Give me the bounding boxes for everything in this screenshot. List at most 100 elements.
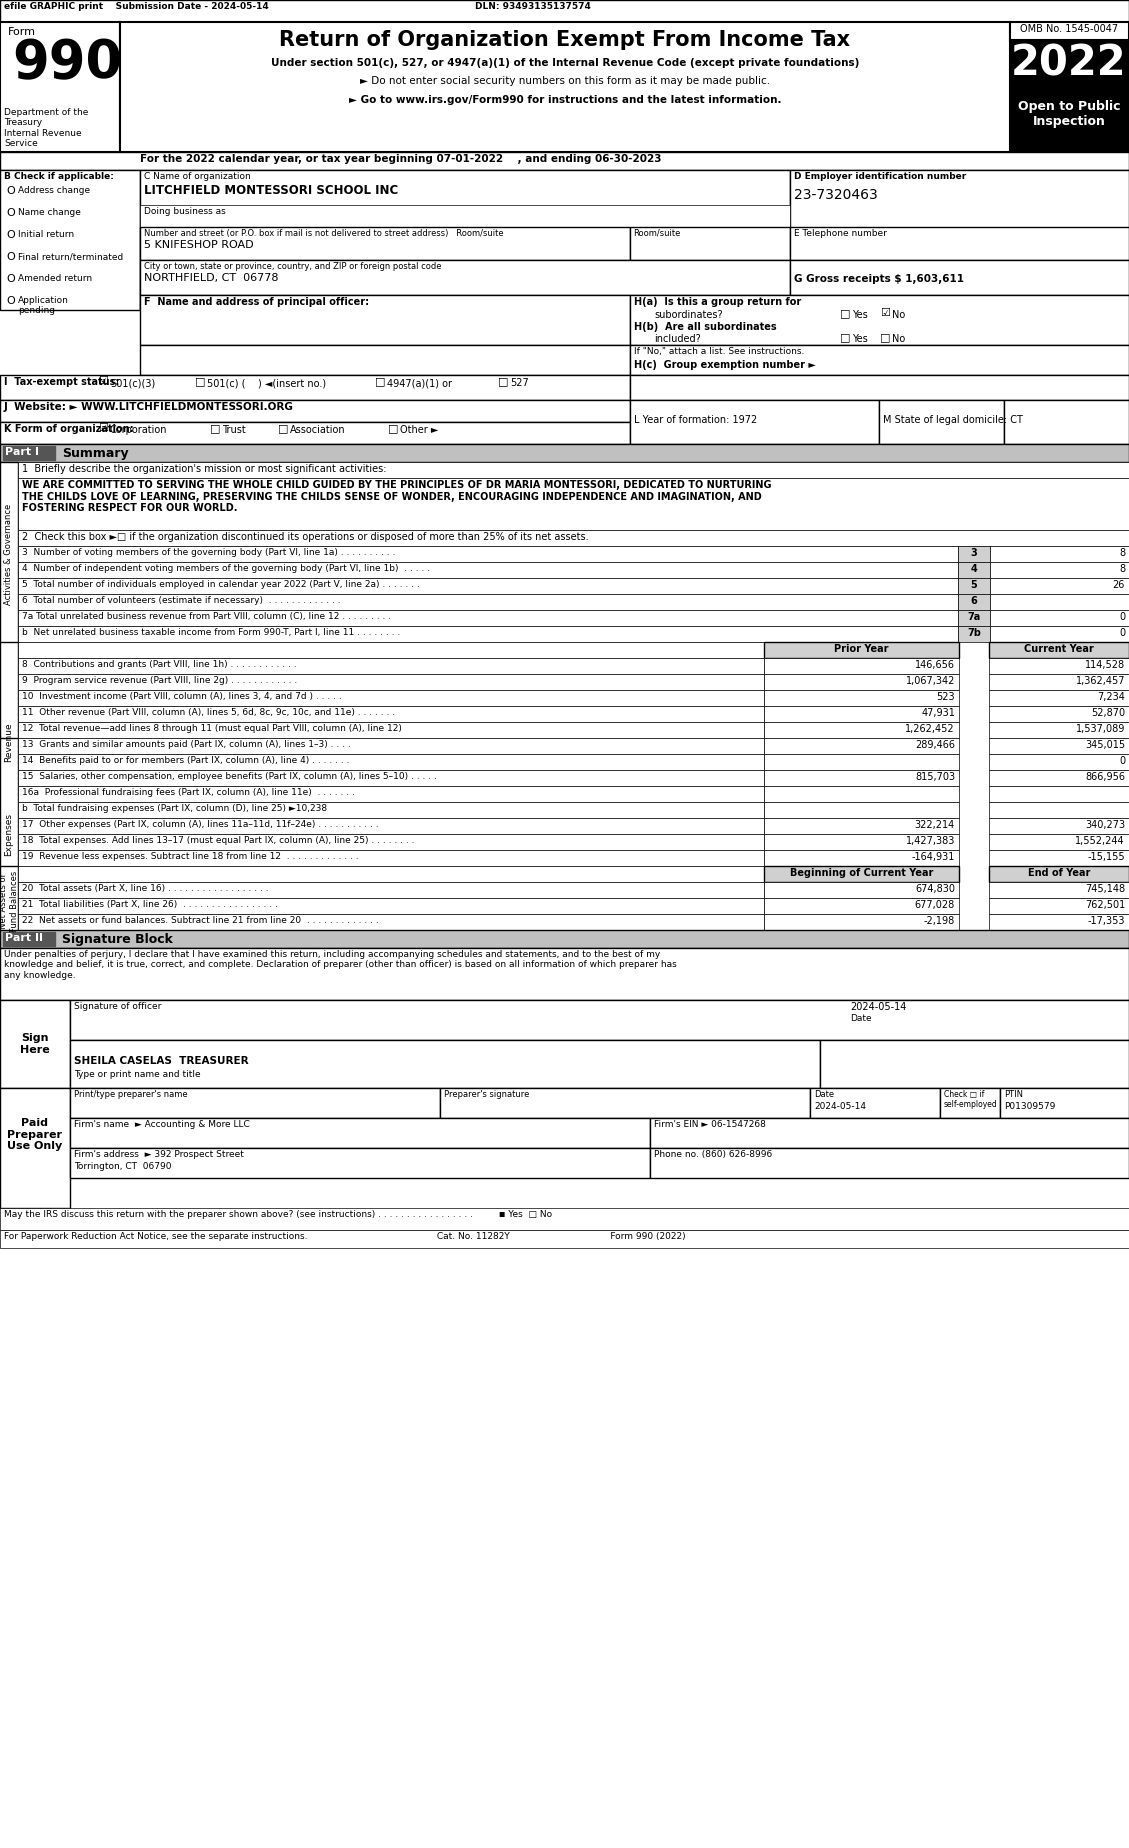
Text: 1,537,089: 1,537,089 (1076, 724, 1124, 734)
Text: No: No (892, 310, 905, 320)
Text: □: □ (879, 333, 891, 342)
Text: Department of the
Treasury
Internal Revenue
Service: Department of the Treasury Internal Reve… (5, 107, 88, 148)
Text: Firm's address  ► 392 Prospect Street: Firm's address ► 392 Prospect Street (75, 1149, 244, 1159)
Text: 7b: 7b (968, 628, 981, 638)
Bar (18, 867, 764, 881)
Text: 1,362,457: 1,362,457 (1076, 676, 1124, 686)
Text: 11  Other revenue (Part VIII, column (A), lines 5, 6d, 8c, 9c, 10c, and 11e) . .: 11 Other revenue (Part VIII, column (A),… (21, 708, 395, 717)
Bar (0, 22, 120, 152)
Text: O: O (6, 209, 15, 218)
Text: Open to Public
Inspection: Open to Public Inspection (1017, 100, 1120, 128)
Bar (650, 1118, 1129, 1148)
Text: Signature Block: Signature Block (62, 933, 173, 946)
Bar (140, 205, 790, 227)
Text: 10  Investment income (Part VIII, column (A), lines 3, 4, and 7d ) . . . . .: 10 Investment income (Part VIII, column … (21, 691, 342, 700)
Bar (879, 399, 1004, 444)
Text: G Gross receipts $ 1,603,611: G Gross receipts $ 1,603,611 (794, 274, 964, 285)
Text: Phone no. (860) 626-8996: Phone no. (860) 626-8996 (654, 1149, 772, 1159)
Bar (3, 445, 55, 460)
Text: Part II: Part II (5, 933, 43, 942)
Bar (0, 375, 630, 399)
Text: Firm's EIN ► 06-1547268: Firm's EIN ► 06-1547268 (654, 1120, 765, 1129)
Bar (140, 261, 790, 296)
Bar (18, 689, 764, 706)
Text: 4: 4 (971, 564, 978, 575)
Bar (120, 22, 1010, 152)
Bar (989, 737, 1129, 754)
Bar (989, 898, 1129, 915)
Bar (0, 1231, 1129, 1247)
Bar (989, 675, 1129, 689)
Text: Beginning of Current Year: Beginning of Current Year (790, 869, 934, 878)
Text: 674,830: 674,830 (914, 883, 955, 894)
Bar (990, 578, 1129, 593)
Bar (820, 1040, 1129, 1088)
Bar (0, 1209, 1129, 1231)
Bar (18, 771, 764, 785)
Bar (0, 1088, 70, 1209)
Bar (630, 296, 1129, 346)
Bar (989, 881, 1129, 898)
Text: 866,956: 866,956 (1085, 772, 1124, 782)
Text: 18  Total expenses. Add lines 13–17 (must equal Part IX, column (A), line 25) . : 18 Total expenses. Add lines 13–17 (must… (21, 835, 414, 845)
Bar (18, 593, 959, 610)
Bar (790, 227, 1129, 261)
Text: 0: 0 (1119, 628, 1124, 638)
Bar (650, 1148, 1129, 1177)
Text: ☑: ☑ (879, 309, 890, 318)
Text: Print/type preparer's name: Print/type preparer's name (75, 1090, 187, 1100)
Text: H(c)  Group exemption number ►: H(c) Group exemption number ► (634, 360, 816, 370)
Bar (0, 152, 1129, 170)
Text: 501(c)(3): 501(c)(3) (110, 379, 156, 388)
Text: 4  Number of independent voting members of the governing body (Part VI, line 1b): 4 Number of independent voting members o… (21, 564, 430, 573)
Text: □: □ (840, 309, 850, 318)
Bar (989, 689, 1129, 706)
Bar (18, 562, 959, 578)
Text: 523: 523 (936, 691, 955, 702)
Text: F  Name and address of principal officer:: F Name and address of principal officer: (145, 298, 369, 307)
Bar (764, 867, 959, 881)
Text: 762,501: 762,501 (1085, 900, 1124, 909)
Bar (18, 802, 764, 819)
Bar (0, 444, 1129, 462)
Text: Paid
Preparer
Use Only: Paid Preparer Use Only (8, 1118, 62, 1151)
Text: If "No," attach a list. See instructions.: If "No," attach a list. See instructions… (634, 347, 804, 357)
Bar (630, 346, 1129, 375)
Bar (764, 737, 959, 754)
Bar (18, 785, 764, 802)
Text: 815,703: 815,703 (914, 772, 955, 782)
Text: -17,353: -17,353 (1087, 917, 1124, 926)
Bar (630, 399, 879, 444)
Text: 14  Benefits paid to or for members (Part IX, column (A), line 4) . . . . . . .: 14 Benefits paid to or for members (Part… (21, 756, 350, 765)
Text: Prior Year: Prior Year (834, 643, 889, 654)
Bar (764, 898, 959, 915)
Text: Doing business as: Doing business as (145, 207, 226, 216)
Text: For the 2022 calendar year, or tax year beginning 07-01-2022    , and ending 06-: For the 2022 calendar year, or tax year … (140, 153, 662, 164)
Bar (990, 545, 1129, 562)
Bar (70, 1040, 820, 1088)
Text: Initial return: Initial return (18, 229, 75, 238)
Text: included?: included? (654, 334, 701, 344)
Bar (989, 819, 1129, 833)
Text: H(b)  Are all subordinates: H(b) Are all subordinates (634, 322, 777, 333)
Text: PTIN: PTIN (1004, 1090, 1023, 1100)
Text: 22  Net assets or fund balances. Subtract line 21 from line 20  . . . . . . . . : 22 Net assets or fund balances. Subtract… (21, 917, 378, 926)
Text: ☑: ☑ (98, 423, 108, 432)
Bar (0, 1000, 70, 1088)
Text: □: □ (278, 423, 289, 432)
Bar (0, 641, 18, 843)
Text: 8: 8 (1119, 549, 1124, 558)
Text: subordinates?: subordinates? (654, 310, 723, 320)
Bar (1004, 399, 1129, 444)
Bar (764, 641, 959, 658)
Bar (18, 462, 1129, 479)
Bar (18, 833, 764, 850)
Text: P01309579: P01309579 (1004, 1101, 1056, 1111)
Text: b  Net unrelated business taxable income from Form 990-T, Part I, line 11 . . . : b Net unrelated business taxable income … (21, 628, 401, 638)
Bar (1010, 22, 1129, 41)
Bar (18, 675, 764, 689)
Bar (140, 227, 630, 261)
Bar (990, 610, 1129, 626)
Bar (989, 641, 1129, 658)
Bar (18, 819, 764, 833)
